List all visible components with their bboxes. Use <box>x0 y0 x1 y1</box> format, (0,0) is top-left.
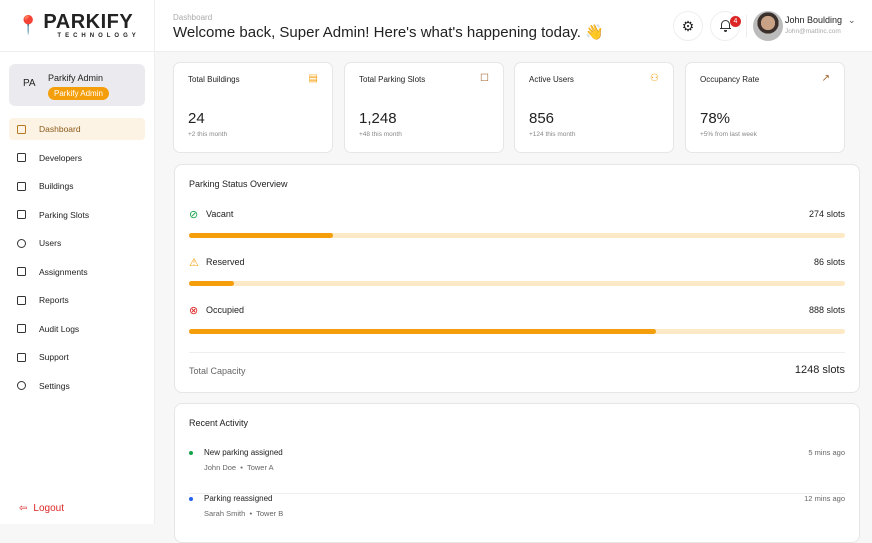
progress-bar <box>189 233 845 238</box>
notifications-button[interactable]: 4 <box>710 11 741 41</box>
logout-icon: ⇦ <box>19 503 28 514</box>
recent-activity-panel: Recent Activity New parking assigned John… <box>174 403 860 543</box>
settings-button[interactable]: ⚙ <box>673 11 703 41</box>
user-menu[interactable]: John Boulding ⌄ <box>785 15 856 25</box>
progress-fill <box>189 233 334 238</box>
sidebar-item-buildings[interactable]: Buildings <box>9 175 145 197</box>
status-row-occupied: ⊗ Occupied 888 slots <box>189 305 845 335</box>
users-icon <box>17 238 26 248</box>
status-dot <box>189 497 193 501</box>
sidebar-item-assignments[interactable]: Assignments <box>9 261 145 283</box>
sidebar-item-settings[interactable]: Settings <box>9 375 145 397</box>
parking-status-panel: Parking Status Overview ⊘ Vacant 274 slots… <box>174 164 860 393</box>
grid-icon <box>17 124 26 134</box>
buildings-icon <box>17 181 26 191</box>
user-email: John@mattinc.com <box>785 28 841 35</box>
sidebar-item-developers[interactable]: Developers <box>9 147 145 169</box>
page-title: Welcome back, Super Admin! Here's what's… <box>173 24 604 41</box>
sidebar-item-users[interactable]: Users <box>9 232 145 254</box>
stat-card-parking-slots: Total Parking Slots ☐ 1,248 +48 this month <box>344 62 504 153</box>
header: Dashboard Welcome back, Super Admin! Her… <box>155 0 872 52</box>
building-icon <box>17 153 26 162</box>
profile-name: Parkify Admin <box>48 73 104 83</box>
clipboard-icon <box>17 267 26 276</box>
user-avatar[interactable] <box>753 11 783 41</box>
status-row-vacant: ⊘ Vacant 274 slots <box>189 209 845 239</box>
gear-icon: ⚙ <box>681 17 695 34</box>
breadcrumb: Dashboard <box>173 13 213 22</box>
sidebar-item-dashboard[interactable]: Dashboard <box>9 118 145 140</box>
x-circle-icon: ⊗ <box>189 305 199 317</box>
sidebar-item-reports[interactable]: Reports <box>9 289 145 311</box>
stat-card-active-users: Active Users ⚇ 856 +124 this month <box>514 62 674 153</box>
square-icon <box>17 210 26 219</box>
stat-card-buildings: Total Buildings ▤ 24 +2 this month <box>173 62 333 153</box>
panel-title: Recent Activity <box>189 418 249 428</box>
stat-card-occupancy: Occupancy Rate ↗ 78% +5% from last week <box>685 62 845 153</box>
progress-fill <box>189 329 656 334</box>
sidebar-item-audit-logs[interactable]: Audit Logs <box>9 318 145 340</box>
check-circle-icon: ⊘ <box>189 209 199 221</box>
logo[interactable]: 📍 PARKIFY TECHNOLOGY <box>0 0 154 52</box>
chevron-down-icon[interactable]: ⌄ <box>848 14 856 25</box>
total-capacity: Total Capacity 1248 slots <box>189 352 845 376</box>
square-icon: ☐ <box>480 73 489 84</box>
message-icon <box>17 352 26 362</box>
file-lock-icon <box>17 324 26 333</box>
logout-button[interactable]: ⇦ Logout <box>19 503 64 514</box>
status-dot <box>189 451 193 455</box>
avatar-initials: PA <box>23 78 36 89</box>
bell-icon <box>719 20 731 32</box>
progress-bar <box>189 329 845 334</box>
user-name[interactable]: John Boulding <box>785 15 843 25</box>
users-icon: ⚇ <box>650 73 659 84</box>
notification-count: 4 <box>730 16 741 27</box>
role-badge: Parkify Admin <box>48 87 109 100</box>
divider <box>746 15 747 37</box>
file-icon <box>17 295 26 305</box>
gear-icon <box>17 381 26 390</box>
sidebar: 📍 PARKIFY TECHNOLOGY PA Parkify Admin Par… <box>0 0 155 524</box>
trending-up-icon: ↗ <box>821 73 830 84</box>
sidebar-item-parking-slots[interactable]: Parking Slots <box>9 204 145 226</box>
warning-icon: ⚠ <box>189 257 199 269</box>
progress-fill <box>189 281 235 286</box>
progress-bar <box>189 281 845 286</box>
sidebar-nav: Dashboard Developers Buildings Parking S… <box>9 118 145 403</box>
sidebar-item-support[interactable]: Support <box>9 346 145 368</box>
panel-title: Parking Status Overview <box>189 179 288 189</box>
profile-card[interactable]: PA Parkify Admin Parkify Admin <box>9 64 145 106</box>
building-icon: ▤ <box>308 73 318 84</box>
status-row-reserved: ⚠ Reserved 86 slots <box>189 257 845 287</box>
location-pin-icon: 📍 <box>17 15 40 35</box>
